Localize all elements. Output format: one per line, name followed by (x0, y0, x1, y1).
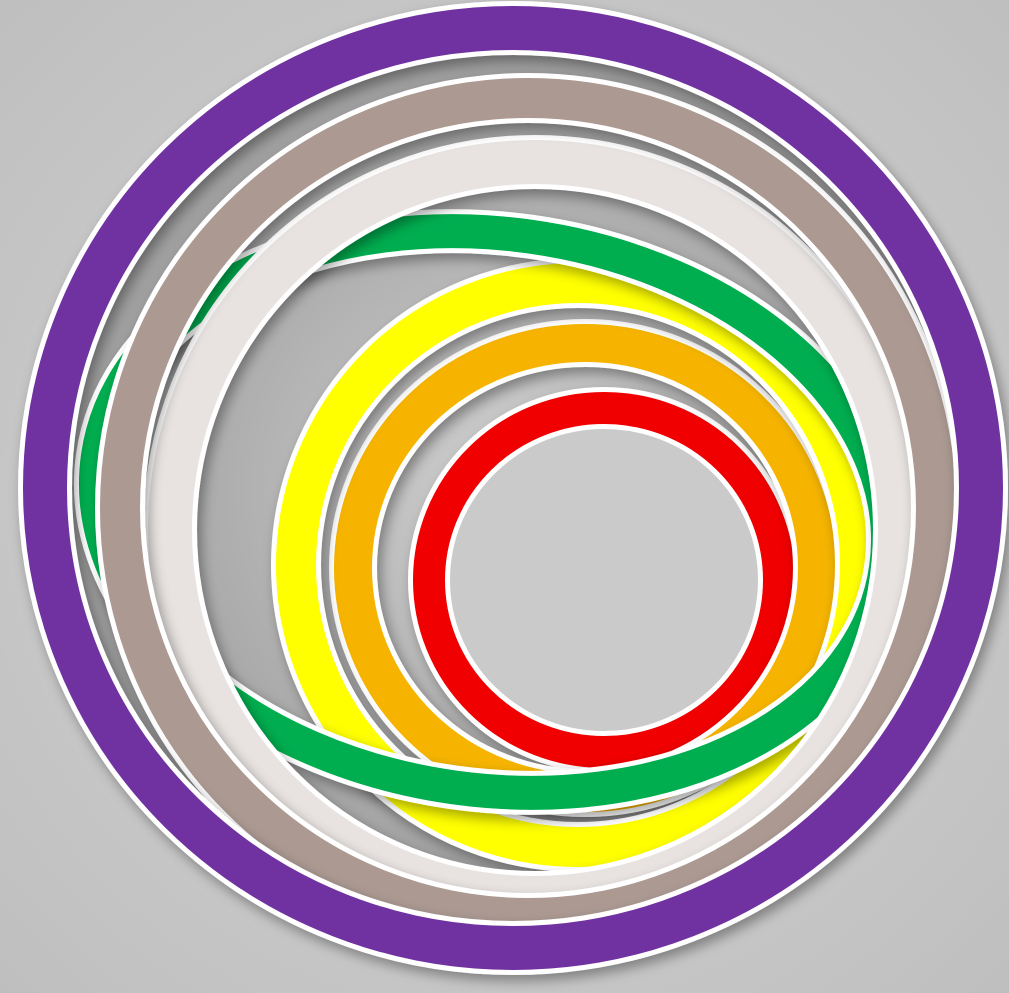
ring-tan (95, 73, 961, 943)
ring-yellow (271, 258, 885, 872)
ring-purple (18, 1, 1008, 975)
ring-red (408, 387, 800, 773)
